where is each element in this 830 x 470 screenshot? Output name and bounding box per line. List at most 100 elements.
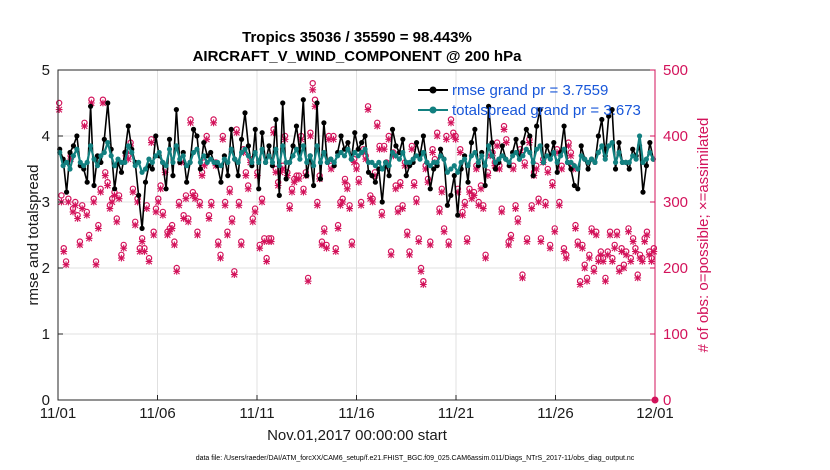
obs-assimilated-point bbox=[574, 241, 582, 249]
obs-assimilated-point bbox=[207, 201, 215, 209]
totalspread-point bbox=[348, 156, 354, 162]
rmse-point bbox=[149, 166, 155, 172]
obs-assimilated-point bbox=[562, 254, 570, 262]
y-right-tick-label: 0 bbox=[663, 392, 671, 409]
rmse-point bbox=[537, 107, 543, 113]
obs-assimilated-point bbox=[138, 238, 146, 245]
rmse-point bbox=[492, 166, 499, 172]
obs-assimilated-point bbox=[599, 258, 607, 265]
obs-assimilated-point bbox=[198, 172, 206, 179]
obs-assimilated-point bbox=[364, 106, 372, 113]
obs-assimilated-point bbox=[638, 258, 646, 265]
totalspread-point bbox=[129, 149, 135, 156]
totalspread-point bbox=[393, 153, 399, 159]
series-layer bbox=[55, 79, 659, 404]
rmse-point bbox=[389, 126, 396, 132]
totalspread-point bbox=[194, 146, 200, 152]
obs-assimilated-point bbox=[106, 205, 114, 212]
rmse-point bbox=[561, 123, 567, 129]
totalspread-point bbox=[575, 166, 581, 172]
rmse-point bbox=[276, 192, 282, 198]
obs-assimilated-point bbox=[111, 192, 118, 199]
totalspread-point bbox=[527, 149, 533, 156]
rmse-point bbox=[84, 179, 90, 185]
obs-assimilated-point bbox=[468, 195, 476, 203]
obs-assimilated-point bbox=[150, 231, 158, 239]
obs-assimilated-point bbox=[145, 258, 153, 265]
x-tick-label: 11/06 bbox=[139, 405, 175, 422]
totalspread-point bbox=[427, 163, 433, 169]
totalspread-point bbox=[448, 166, 454, 172]
totalspread-point bbox=[612, 159, 619, 165]
totalspread-point bbox=[499, 153, 505, 159]
totalspread-point bbox=[136, 159, 142, 165]
obs-assimilated-point bbox=[408, 145, 416, 153]
obs-assimilated-point bbox=[141, 248, 148, 255]
rmse-point bbox=[578, 143, 584, 149]
obs-assimilated-point bbox=[525, 139, 533, 146]
obs-assimilated-point bbox=[648, 258, 655, 265]
rmse-point bbox=[482, 182, 488, 189]
rmse-point bbox=[136, 192, 142, 198]
obs-possible-point bbox=[55, 99, 63, 107]
obs-assimilated-point bbox=[438, 188, 446, 196]
obs-assimilated-point bbox=[71, 201, 79, 209]
obs-assimilated-point bbox=[528, 205, 536, 212]
totalspread-point bbox=[585, 159, 591, 165]
rmse-point bbox=[87, 103, 94, 109]
obs-assimilated-point bbox=[454, 188, 462, 196]
totalspread-point bbox=[63, 159, 70, 165]
totalspread-point bbox=[379, 166, 385, 172]
obs-assimilated-point bbox=[152, 208, 160, 216]
obs-assimilated-point bbox=[366, 195, 374, 203]
obs-assimilated-point bbox=[350, 159, 358, 166]
axes: 11/01 11/06 11/11 11/16 11/21 11/26 12/0101234… bbox=[40, 62, 688, 422]
obs-assimilated-point bbox=[81, 122, 88, 130]
totalspread-point bbox=[132, 163, 138, 169]
obs-assimilated-point bbox=[260, 238, 268, 245]
rmse-point bbox=[74, 133, 80, 139]
rmse-point bbox=[105, 100, 111, 106]
obs-assimilated-point bbox=[311, 102, 319, 110]
rmse-point bbox=[197, 166, 203, 172]
obs-assimilated-point bbox=[191, 195, 199, 203]
rmse-point bbox=[245, 143, 252, 149]
obs-assimilated-point bbox=[544, 168, 552, 176]
rmse-point bbox=[125, 123, 131, 129]
obs-assimilated-point bbox=[581, 264, 589, 272]
obs-assimilated-point bbox=[330, 135, 337, 143]
totalspread-point bbox=[359, 149, 365, 156]
obs-assimilated-point bbox=[558, 165, 566, 173]
totalspread-point bbox=[105, 140, 111, 146]
rmse-point bbox=[437, 146, 444, 152]
totalspread-point bbox=[307, 153, 313, 159]
obs-assimilated-point bbox=[422, 165, 430, 173]
obs-assimilated-point bbox=[233, 129, 241, 137]
rmse-point bbox=[372, 179, 378, 185]
obs-assimilated-point bbox=[590, 267, 598, 275]
obs-assimilated-point bbox=[369, 198, 377, 206]
x-tick-label: 11/16 bbox=[338, 405, 374, 422]
y-right-tick-label: 200 bbox=[663, 260, 688, 277]
obs-assimilated-point bbox=[69, 208, 77, 216]
rmse-point bbox=[403, 173, 409, 179]
totalspread-point bbox=[520, 153, 526, 159]
obs-assimilated-point bbox=[611, 244, 619, 252]
obs-assimilated-point bbox=[157, 185, 164, 193]
obs-assimilated-point bbox=[362, 155, 370, 163]
obs-assimilated-point bbox=[113, 218, 121, 226]
totalspread-point bbox=[523, 146, 529, 152]
rmse-point bbox=[393, 143, 399, 149]
totalspread-point bbox=[142, 166, 149, 172]
obs-assimilated-point bbox=[514, 218, 522, 226]
totalspread-point bbox=[112, 163, 118, 169]
totalspread-point bbox=[424, 159, 430, 165]
rmse-point bbox=[527, 133, 533, 139]
rmse-point bbox=[448, 192, 454, 198]
rmse-point bbox=[554, 169, 560, 175]
totalspread-point bbox=[190, 149, 197, 156]
obs-assimilated-point bbox=[256, 244, 264, 252]
obs-assimilated-point bbox=[307, 132, 314, 140]
rmse-point bbox=[530, 173, 536, 179]
obs-assimilated-point bbox=[94, 225, 102, 232]
